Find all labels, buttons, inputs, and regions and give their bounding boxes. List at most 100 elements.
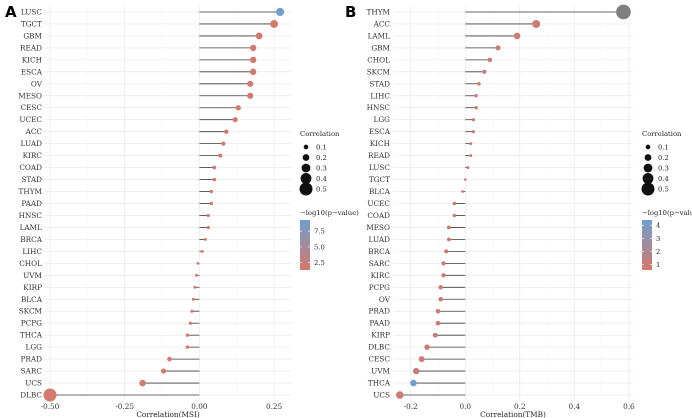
color-legend-title: −log10(p−value) xyxy=(642,209,692,217)
point-esca xyxy=(471,130,476,134)
color-legend-title: −log10(p−value) xyxy=(300,209,359,217)
category-label: LAML xyxy=(368,31,391,40)
category-label: PAAD xyxy=(369,319,390,328)
size-legend-dot xyxy=(643,163,653,173)
point-lihc xyxy=(200,249,204,253)
point-acc xyxy=(532,19,541,28)
size-legend-label: 0.4 xyxy=(316,175,327,183)
point-tgct xyxy=(270,20,278,28)
point-lgg xyxy=(185,345,190,349)
size-legend-title: Correlation xyxy=(300,130,340,138)
x-tick-labels: -0.2 0.0 0.2 0.4 0.6 xyxy=(404,402,635,411)
category-label: PCPG xyxy=(21,319,42,328)
category-label: LGG xyxy=(25,343,42,352)
category-label: LUAD xyxy=(21,139,43,148)
point-pcpg xyxy=(438,285,443,290)
category-labels: LUSC TGCT GBM READ KICH ESCA OV MESO CESC UCEC ACC… xyxy=(18,7,43,399)
category-label: KIRC xyxy=(23,151,43,160)
point-prad xyxy=(435,308,441,314)
point-read xyxy=(249,44,257,52)
x-tick-label: -0.25 xyxy=(115,402,134,411)
point-ov xyxy=(438,297,443,302)
point-stad xyxy=(212,177,217,182)
x-tick-label: 0.00 xyxy=(191,402,208,411)
point-sarc xyxy=(160,368,167,374)
color-bar xyxy=(642,220,652,270)
size-legend: Correlation 0.1 0.2 0.3 0.4 0.5 xyxy=(299,130,340,196)
point-chol xyxy=(487,57,493,63)
point-thca xyxy=(410,379,417,387)
point-read xyxy=(469,154,473,158)
point-blca xyxy=(461,190,464,193)
category-label: MESO xyxy=(366,223,390,232)
category-label: KICH xyxy=(22,55,42,64)
point-skcm xyxy=(482,69,487,74)
size-legend-dot xyxy=(641,182,655,196)
point-esca xyxy=(249,68,257,76)
color-legend-label: 7.5 xyxy=(314,228,325,236)
point-blca xyxy=(191,297,195,301)
category-label: UCS xyxy=(25,379,42,388)
size-legend-label: 0.2 xyxy=(658,154,669,162)
size-legend-dot xyxy=(303,144,309,150)
category-label: LUSC xyxy=(21,7,43,16)
size-legend-dot xyxy=(645,144,651,150)
category-label: KIRP xyxy=(23,283,42,292)
category-label: CHOL xyxy=(367,55,390,64)
category-label: UCEC xyxy=(367,199,390,208)
panel-b: B THYM ACC LAML GBM CHOL SKCM STAD LIHC HNSC LGG ES… xyxy=(345,3,692,418)
x-axis-title: Correlation(TMB) xyxy=(480,410,546,418)
point-luad xyxy=(446,237,451,242)
category-label: PRAD xyxy=(20,355,42,364)
category-label: ACC xyxy=(373,19,391,28)
size-legend-dot xyxy=(301,163,311,173)
point-cesc xyxy=(418,356,425,363)
point-ucec xyxy=(232,117,238,123)
category-label: DLBC xyxy=(20,391,42,400)
category-label: UVM xyxy=(371,367,390,376)
category-label: THYM xyxy=(366,7,390,16)
point-dlbc xyxy=(424,344,430,350)
size-legend-dot xyxy=(300,173,312,184)
point-coad xyxy=(452,213,457,218)
point-gbm xyxy=(255,32,263,40)
category-label: UCS xyxy=(373,391,390,400)
category-label: TGCT xyxy=(369,175,390,184)
point-prad xyxy=(167,356,172,362)
category-label: KICH xyxy=(370,139,390,148)
category-label: SKCM xyxy=(19,307,43,316)
category-label: GBM xyxy=(23,31,42,40)
point-paad xyxy=(209,201,214,206)
category-label: PCPG xyxy=(369,283,390,292)
category-label: THYM xyxy=(18,187,42,196)
color-legend-label: 2 xyxy=(656,248,660,256)
size-legend-label: 0.2 xyxy=(316,154,327,162)
category-label: ESCA xyxy=(369,127,391,136)
size-legend-dot xyxy=(642,173,654,184)
point-gbm xyxy=(495,45,501,51)
data-marks xyxy=(43,7,285,402)
point-coad xyxy=(212,165,217,170)
point-uvm xyxy=(194,273,198,277)
color-legend-label: 5.0 xyxy=(314,243,325,251)
x-tick-label: 0.0 xyxy=(459,402,471,411)
category-label: TGCT xyxy=(21,19,42,28)
category-label: UVM xyxy=(23,271,42,280)
point-ucs xyxy=(139,379,146,387)
x-tick-label: 0.25 xyxy=(266,402,283,411)
point-acc xyxy=(224,129,229,134)
category-label: LUAD xyxy=(369,235,391,244)
category-label: PRAD xyxy=(368,307,390,316)
x-tick-label: -0.50 xyxy=(41,402,60,411)
size-legend-label: 0.3 xyxy=(658,164,669,172)
gridlines xyxy=(44,6,292,401)
color-legend: −log10(p−value) 7.5 5.0 2.5 xyxy=(300,209,359,270)
gridlines xyxy=(393,6,633,401)
color-bar xyxy=(300,220,310,270)
point-ov xyxy=(247,80,254,87)
color-legend-label: 1 xyxy=(656,261,660,269)
category-label: THCA xyxy=(368,379,391,388)
point-hnsc xyxy=(206,213,210,218)
point-uvm xyxy=(413,367,420,375)
point-meso xyxy=(446,225,451,230)
